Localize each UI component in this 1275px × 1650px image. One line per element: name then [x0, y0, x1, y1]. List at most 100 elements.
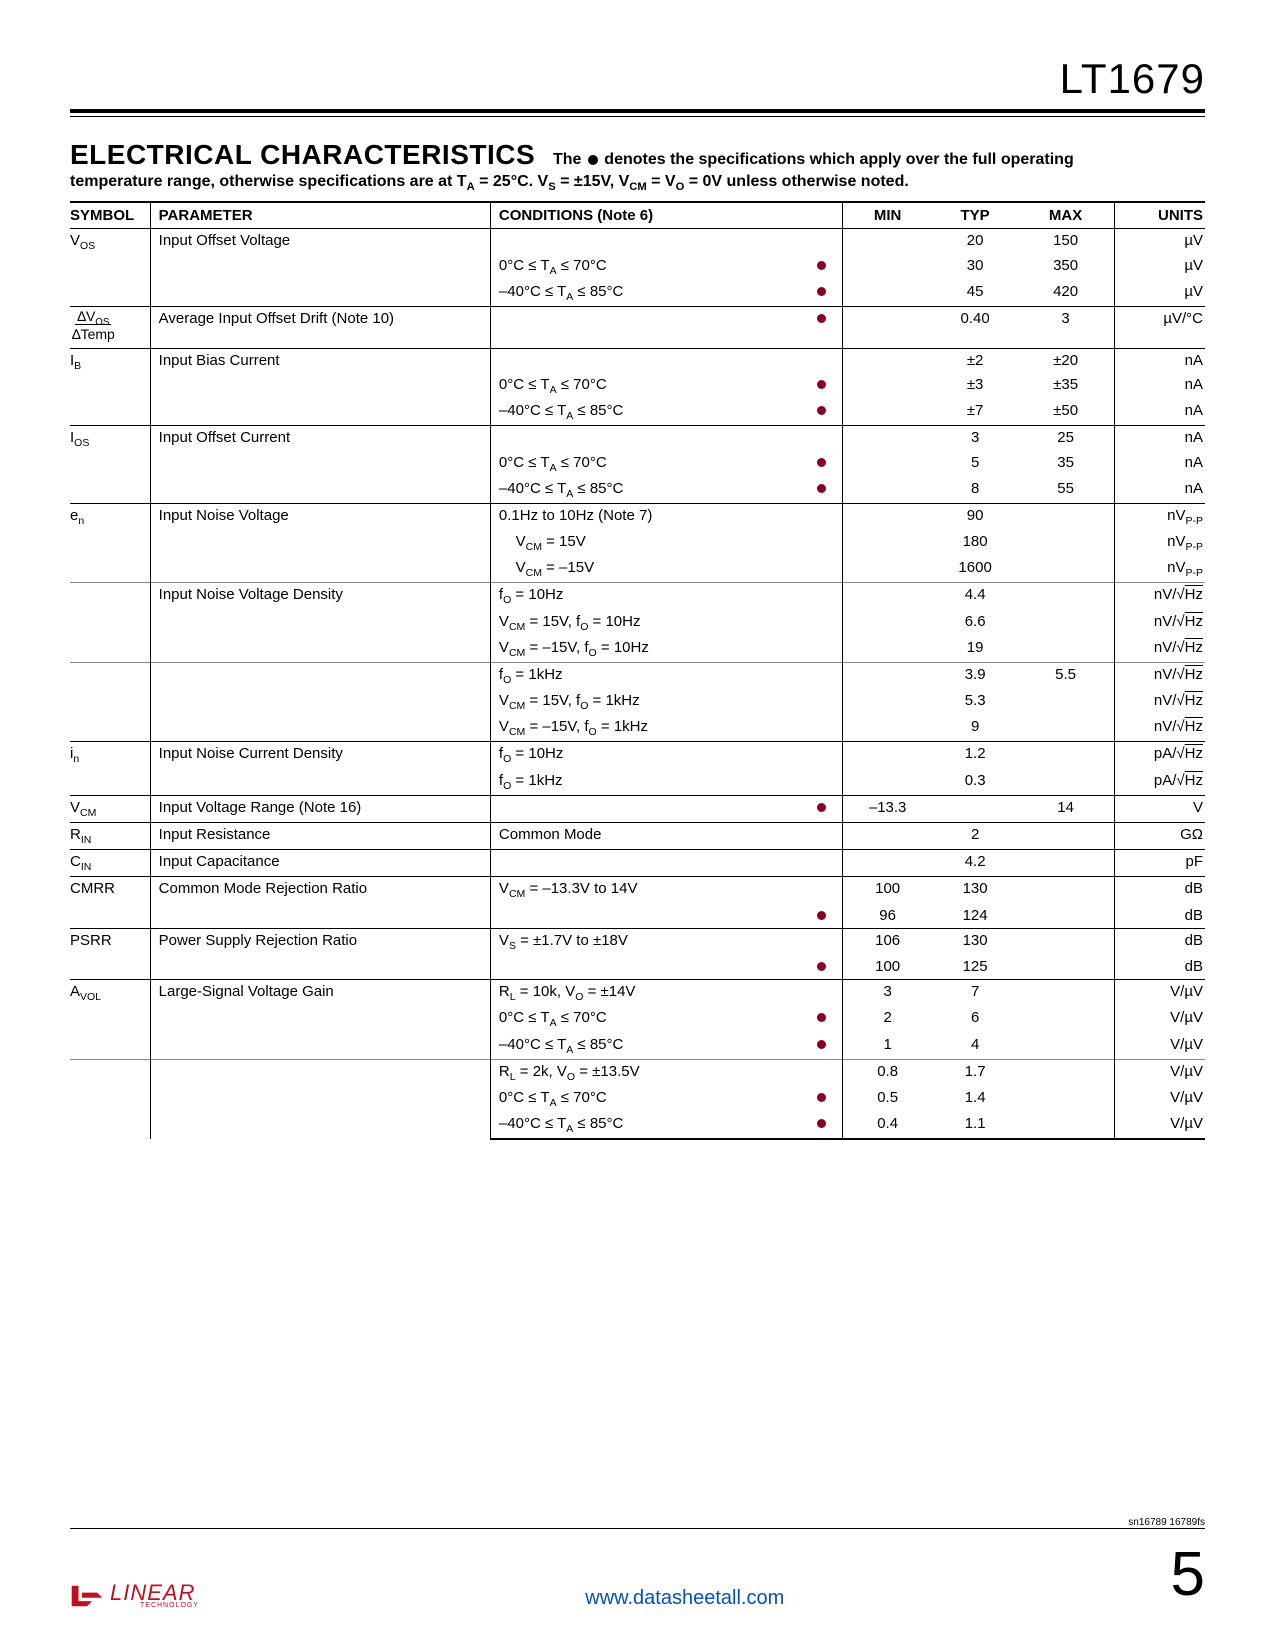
cell-units: nV/√Hz	[1114, 715, 1205, 742]
cell-typ: 130	[933, 928, 1024, 955]
cell-typ: 1.7	[933, 1059, 1024, 1086]
table-row: ∆VOS∆TempAverage Input Offset Drift (Not…	[70, 306, 1205, 348]
col-dot	[808, 202, 842, 229]
cell-max	[1023, 1033, 1114, 1060]
cell-typ: 1.4	[933, 1086, 1024, 1112]
footer-url[interactable]: www.datasheetall.com	[199, 1587, 1171, 1610]
cell-units: pA/√Hz	[1114, 769, 1205, 796]
cell-max: ±20	[1023, 348, 1114, 373]
cell-dot	[808, 556, 842, 583]
cell-min	[842, 610, 933, 636]
cell-units: nV/√Hz	[1114, 662, 1205, 689]
cell-typ: 0.3	[933, 769, 1024, 796]
table-row: CMRRCommon Mode Rejection RatioVCM = –13…	[70, 877, 1205, 904]
cell-typ: 3	[933, 426, 1024, 451]
cell-condition: fO = 10Hz	[490, 583, 808, 610]
cell-typ: 6.6	[933, 610, 1024, 636]
cell-dot	[808, 715, 842, 742]
cell-min	[842, 583, 933, 610]
cell-dot	[808, 306, 842, 348]
cell-symbol: in	[70, 742, 150, 795]
col-parameter: PARAMETER	[150, 202, 490, 229]
cell-condition	[490, 348, 808, 373]
cell-typ: 1.1	[933, 1112, 1024, 1139]
cell-max	[1023, 822, 1114, 849]
cell-condition: fO = 1kHz	[490, 662, 808, 689]
cell-max	[1023, 850, 1114, 877]
spec-table: SYMBOL PARAMETER CONDITIONS (Note 6) MIN…	[70, 201, 1205, 1140]
cell-typ: 125	[933, 955, 1024, 980]
spec-dot-icon	[817, 380, 826, 389]
header-rule	[70, 109, 1205, 117]
cell-dot	[808, 399, 842, 426]
cell-max	[1023, 530, 1114, 556]
cell-symbol: IB	[70, 348, 150, 426]
cell-condition: 0.1Hz to 10Hz (Note 7)	[490, 503, 808, 530]
cell-typ: 0.40	[933, 306, 1024, 348]
cell-dot	[808, 373, 842, 399]
section-header: ELECTRICAL CHARACTERISTICS The denotes t…	[70, 139, 1205, 195]
cell-dot	[808, 795, 842, 822]
cell-min	[842, 254, 933, 280]
cell-min	[842, 636, 933, 663]
cell-condition: VCM = 15V, fO = 10Hz	[490, 610, 808, 636]
cell-units: pA/√Hz	[1114, 742, 1205, 769]
cell-units: GΩ	[1114, 822, 1205, 849]
cell-typ: 130	[933, 877, 1024, 904]
logo-sub-text: TECHNOLOGY	[140, 1603, 199, 1609]
cell-min: 0.5	[842, 1086, 933, 1112]
cell-max	[1023, 904, 1114, 929]
cell-units: V/µV	[1114, 1006, 1205, 1032]
cell-units: nVP-P	[1114, 503, 1205, 530]
cell-dot	[808, 850, 842, 877]
cell-typ: 1600	[933, 556, 1024, 583]
cell-condition: RL = 2k, VO = ±13.5V	[490, 1059, 808, 1086]
table-row: Input Noise Voltage DensityfO = 10Hz4.4n…	[70, 583, 1205, 610]
cell-typ: 1.2	[933, 742, 1024, 769]
cell-max: 420	[1023, 280, 1114, 307]
cell-max	[1023, 1006, 1114, 1032]
cell-typ: 20	[933, 229, 1024, 254]
cell-parameter: Common Mode Rejection Ratio	[150, 877, 490, 928]
page-footer: LINEAR TECHNOLOGY www.datasheetall.com 5	[70, 1528, 1205, 1610]
cell-min	[842, 373, 933, 399]
cell-typ: ±3	[933, 373, 1024, 399]
logo-icon	[70, 1582, 104, 1610]
table-row: IOSInput Offset Current325nA	[70, 426, 1205, 451]
col-typ: TYP	[933, 202, 1024, 229]
cell-dot	[808, 928, 842, 955]
cell-dot	[808, 1112, 842, 1139]
spec-dot-icon	[817, 261, 826, 270]
cell-parameter: Input Bias Current	[150, 348, 490, 426]
cell-min	[842, 477, 933, 504]
table-row: CINInput Capacitance4.2pF	[70, 850, 1205, 877]
cell-min: 0.8	[842, 1059, 933, 1086]
cell-min: 3	[842, 980, 933, 1007]
spec-dot-icon	[817, 1013, 826, 1022]
cell-typ: 4	[933, 1033, 1024, 1060]
cell-max	[1023, 928, 1114, 955]
cell-typ	[933, 795, 1024, 822]
cell-symbol	[70, 662, 150, 742]
cell-dot	[808, 583, 842, 610]
cell-symbol: en	[70, 503, 150, 583]
cell-condition: VCM = –15V, fO = 1kHz	[490, 715, 808, 742]
cell-max	[1023, 610, 1114, 636]
spec-dot-icon	[817, 911, 826, 920]
cell-condition: VCM = 15V	[490, 530, 808, 556]
cell-units: nV/√Hz	[1114, 583, 1205, 610]
cell-max: 350	[1023, 254, 1114, 280]
cell-dot	[808, 1086, 842, 1112]
cell-min	[842, 306, 933, 348]
cell-max: 3	[1023, 306, 1114, 348]
cell-condition: VS = ±1.7V to ±18V	[490, 928, 808, 955]
cell-parameter: Average Input Offset Drift (Note 10)	[150, 306, 490, 348]
cell-dot	[808, 980, 842, 1007]
cell-condition: RL = 10k, VO = ±14V	[490, 980, 808, 1007]
cell-condition: 0°C ≤ TA ≤ 70°C	[490, 451, 808, 477]
cell-units: µV	[1114, 280, 1205, 307]
cell-typ: 124	[933, 904, 1024, 929]
table-header-row: SYMBOL PARAMETER CONDITIONS (Note 6) MIN…	[70, 202, 1205, 229]
bullet-icon	[588, 155, 598, 165]
cell-condition: fO = 1kHz	[490, 769, 808, 796]
